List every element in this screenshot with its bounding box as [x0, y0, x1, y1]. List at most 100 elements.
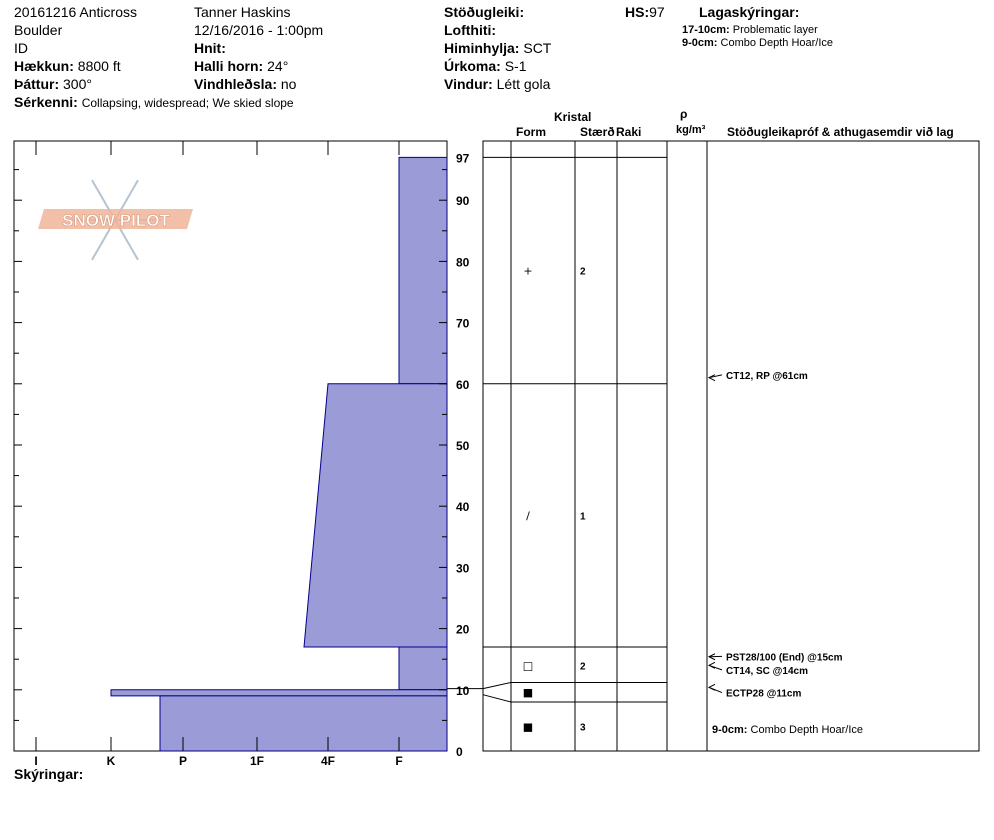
- hs-value: 97: [649, 4, 665, 20]
- logo-banner: [38, 209, 193, 229]
- density-symbol: ρ: [680, 107, 688, 121]
- depth-tick-label: 10: [456, 684, 470, 698]
- stability-test-label: CT14, SC @14cm: [726, 666, 808, 677]
- hs-label: HS:: [625, 4, 650, 20]
- elevation-value: 8800 ft: [77, 58, 121, 74]
- hardness-layer: [110, 689, 448, 697]
- features-value: Collapsing, widespread; We skied slope: [81, 96, 294, 110]
- coords-label: Hnit:: [194, 40, 226, 56]
- grain-form-symbol: +: [523, 265, 532, 278]
- depth-tick-label: 70: [456, 317, 470, 331]
- depth-tick-label: 0: [456, 745, 463, 759]
- features: Sérkenni: Collapsing, widespread; We ski…: [14, 94, 294, 110]
- depth-tick-label: 30: [456, 561, 470, 575]
- precip-label: Úrkoma:: [444, 58, 501, 74]
- coords: Hnit:: [194, 40, 226, 56]
- layer-boundary-connector: [482, 681, 512, 690]
- kristal-header: Kristal: [554, 110, 592, 124]
- wind-loading-value: no: [280, 76, 297, 92]
- tests-header: Stöðugleikapróf & athugasemdir við lag: [727, 125, 954, 139]
- stability-test-label: CT12, RP @61cm: [726, 371, 808, 382]
- stability-test-label: ECTP28 @11cm: [726, 689, 801, 700]
- aspect: Þáttur: 300°: [14, 76, 92, 92]
- grain-size-value: 2: [580, 661, 586, 672]
- mountain-range: Boulder: [14, 22, 63, 38]
- precip-value: S-1: [504, 58, 527, 74]
- layer-boundary-connector: [482, 694, 512, 703]
- wind-loading: Vindhleðsla: no: [194, 76, 296, 92]
- test-arrow-head: [707, 661, 716, 669]
- sky-value: SCT: [523, 40, 552, 56]
- observer: Tanner Haskins: [194, 4, 291, 20]
- hardness-layer: [303, 383, 448, 648]
- layer-note-range: 17-10cm:: [682, 24, 730, 36]
- logo-text: SNOW PILOT: [62, 211, 170, 230]
- bottom-note-range: 9-0cm:: [712, 724, 748, 736]
- hardness-axis-label: P: [179, 754, 187, 768]
- hardness-axis-label: 4F: [321, 754, 335, 768]
- elevation: Hækkun: 8800 ft: [14, 58, 121, 74]
- stability: Stöðugleiki:: [444, 4, 524, 20]
- layer-table-frame: [482, 140, 980, 752]
- test-arrow-head: [707, 653, 716, 661]
- grain-size-value: 1: [580, 511, 586, 522]
- depth-tick-label: 97: [456, 151, 470, 165]
- stability-label: Stöðugleiki:: [444, 4, 525, 20]
- test-arrow-head: [707, 374, 716, 382]
- moisture-header: Raki: [616, 125, 642, 139]
- air-temp-label: Lofthiti:: [444, 22, 497, 38]
- slope-angle: Halli horn: 24°: [194, 58, 288, 74]
- hardness-axis-label: K: [107, 754, 116, 768]
- layer-notes-title: Lagaskýringar:: [699, 4, 800, 20]
- bottom-note-text: Combo Depth Hoar/Ice: [750, 724, 864, 736]
- wind: Vindur: Létt gola: [444, 76, 550, 92]
- depth-tick-label: 80: [456, 255, 470, 269]
- state: ID: [14, 40, 28, 56]
- comments-label: Skýringar:: [14, 766, 84, 782]
- test-arrow-line: [708, 374, 723, 379]
- grain-form-symbol: ■: [523, 686, 533, 699]
- bottom-layer-note: 9-0cm: Combo Depth Hoar/Ice: [712, 724, 863, 736]
- aspect-label: Þáttur:: [14, 76, 60, 92]
- wind-value: Létt gola: [496, 76, 551, 92]
- grain-form-symbol: □: [523, 659, 533, 672]
- layer-note: 9-0cm: Combo Depth Hoar/Ice: [682, 37, 833, 49]
- snow-height: HS:97: [625, 4, 665, 20]
- layer-note-text: Problematic layer: [732, 24, 818, 36]
- grain-form-symbol: /: [526, 509, 530, 522]
- hardness-layer: [159, 695, 448, 752]
- hardness-axis-label: F: [395, 754, 402, 768]
- sky-cover: Himinhylja: SCT: [444, 40, 551, 56]
- hardness-axis-label: I: [34, 754, 37, 768]
- depth-tick-label: 40: [456, 500, 470, 514]
- grain-size-value: 3: [580, 723, 586, 734]
- hardness-layer: [398, 646, 448, 691]
- hardness-axis-label: 1F: [250, 754, 264, 768]
- slope-label: Halli horn:: [194, 58, 264, 74]
- wind-label: Vindur:: [444, 76, 493, 92]
- features-label: Sérkenni:: [14, 94, 78, 110]
- hardness-layer: [398, 156, 448, 385]
- layer-note-range: 9-0cm:: [682, 37, 718, 49]
- slope-value: 24°: [267, 58, 289, 74]
- wind-loading-label: Vindhleðsla:: [194, 76, 277, 92]
- depth-tick-label: 60: [456, 378, 470, 392]
- layer-note: 17-10cm: Problematic layer: [682, 24, 818, 36]
- depth-tick-label: 90: [456, 194, 470, 208]
- stability-test-label: PST28/100 (End) @15cm: [726, 652, 843, 663]
- elevation-label: Hækkun:: [14, 58, 74, 74]
- precipitation: Úrkoma: S-1: [444, 58, 526, 74]
- form-header: Form: [516, 125, 546, 139]
- test-arrow-head: [707, 683, 716, 691]
- density-unit: kg/m³: [676, 124, 706, 136]
- depth-tick-label: 50: [456, 439, 470, 453]
- grain-size-value: 2: [580, 267, 586, 278]
- aspect-value: 300°: [63, 76, 92, 92]
- sky-label: Himinhylja:: [444, 40, 520, 56]
- date-location: 20161216 Anticross: [14, 4, 137, 20]
- depth-tick-label: 20: [456, 623, 470, 637]
- layer-note-text: Combo Depth Hoar/Ice: [720, 37, 834, 49]
- air-temp: Lofthiti:: [444, 22, 496, 38]
- size-header: Stærð: [580, 125, 615, 139]
